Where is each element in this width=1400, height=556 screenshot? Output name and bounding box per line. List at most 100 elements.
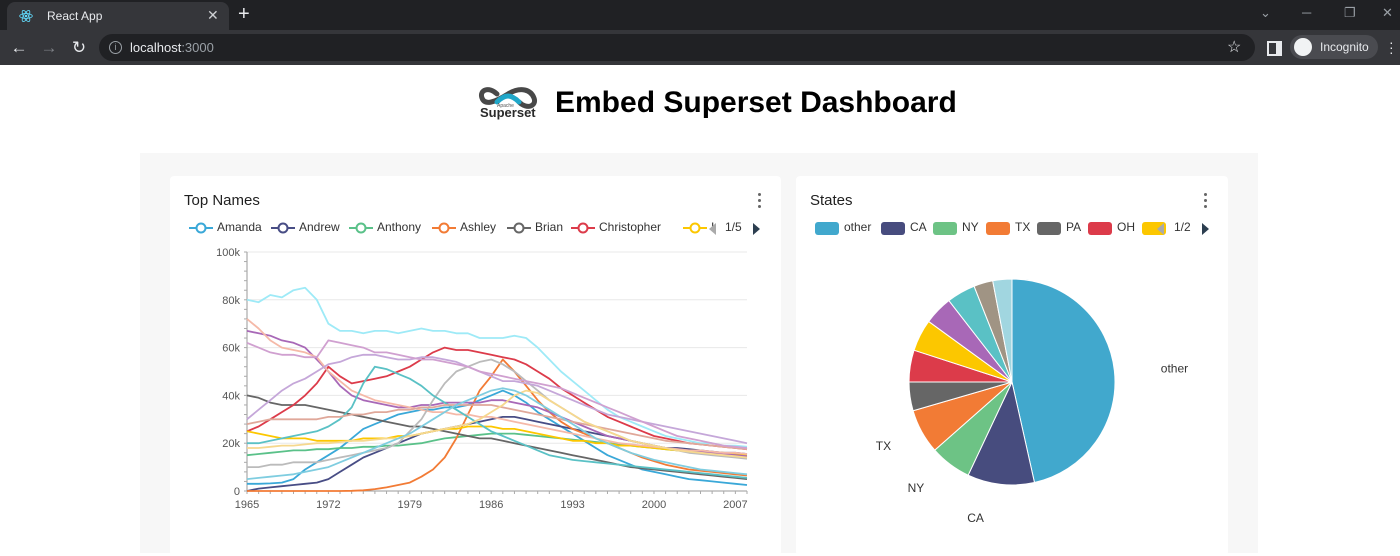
x-tick-label: 1993	[560, 499, 584, 511]
pie-slice[interactable]	[1011, 278, 1116, 484]
new-tab-icon[interactable]: +	[238, 3, 250, 25]
address-bar[interactable]: i localhost:3000 ☆	[99, 34, 1255, 61]
browser-tabstrip: React App ✕ + ⌄ ─ ❐ ✕	[0, 0, 1400, 30]
legend-label: Christopher	[599, 220, 662, 234]
legend-label: NY	[962, 220, 979, 234]
line-chart: 0 20k 40k 60k 80k 100k 1965 1972 1979 1986 1993 200…	[216, 247, 748, 511]
superset-logo: Apache	[479, 87, 537, 109]
legend-prev-icon[interactable]	[1157, 223, 1164, 235]
reload-icon[interactable]: ↻	[71, 38, 87, 57]
pie-slice[interactable]	[992, 278, 1013, 383]
legend-marker	[271, 222, 295, 234]
legend-label: PA	[1066, 220, 1082, 234]
incognito-label: Incognito	[1320, 40, 1369, 54]
legend-label: TX	[1015, 220, 1031, 234]
page-title: Embed Superset Dashboard	[555, 86, 957, 119]
chart-legend: Amanda Andrew Anthony Ashley Brian Christophe…	[189, 220, 714, 238]
react-icon	[19, 9, 33, 23]
legend-label: Amanda	[217, 220, 262, 234]
legend-marker	[189, 222, 213, 234]
legend-pager: 1/5	[725, 220, 742, 234]
legend-marker	[881, 222, 905, 235]
series-line[interactable]	[246, 286, 748, 448]
pie-slice[interactable]	[967, 380, 1036, 486]
pie-chart: other CA NY TX	[876, 278, 1188, 525]
series-line[interactable]	[246, 353, 748, 445]
window-close-icon[interactable]: ✕	[1382, 5, 1393, 20]
pie-label: other	[1161, 361, 1188, 375]
series-line[interactable]	[246, 404, 748, 451]
legend-marker	[815, 222, 839, 235]
bookmark-star-icon[interactable]: ☆	[1227, 39, 1242, 56]
legend-pager: 1/2	[1174, 220, 1191, 234]
series-line[interactable]	[246, 394, 748, 480]
legend-label: Brian	[535, 220, 564, 234]
chart-legend: other CA NY TX PA OH	[815, 220, 1166, 238]
incognito-icon	[1294, 38, 1312, 56]
legend-marker	[1037, 222, 1061, 235]
legend-label: Andrew	[299, 220, 340, 234]
browser-menu-icon[interactable]: · · ·	[1389, 34, 1394, 60]
x-tick-label: 2000	[642, 499, 666, 511]
pie-label: NY	[908, 481, 925, 495]
info-icon[interactable]: i	[109, 41, 122, 54]
legend-marker	[507, 222, 531, 234]
card-menu-icon[interactable]	[1204, 193, 1208, 211]
card-title: Top Names	[184, 192, 260, 209]
pie-label: TX	[876, 439, 891, 453]
legend-label: OH	[1117, 220, 1135, 234]
x-tick-label: 1972	[316, 499, 340, 511]
states-card: States other CA NY TX PA OH 1/2 other CA NY TX	[796, 176, 1228, 556]
y-tick-label: 80k	[222, 295, 240, 307]
legend-label: Anthony	[377, 220, 422, 234]
incognito-badge[interactable]: Incognito	[1290, 35, 1378, 59]
series-line[interactable]	[247, 365, 748, 479]
series-line[interactable]	[246, 387, 748, 480]
legend-marker	[986, 222, 1010, 235]
x-tick-label: 1979	[398, 499, 422, 511]
series-line[interactable]	[246, 339, 748, 449]
legend-marker	[349, 222, 373, 234]
x-tick-label: 1965	[235, 499, 259, 511]
close-tab-icon[interactable]: ✕	[207, 7, 219, 23]
logo-text: Superset	[480, 105, 536, 120]
y-tick-label: 20k	[222, 438, 240, 450]
y-tick-label: 40k	[222, 390, 240, 402]
legend-marker	[571, 222, 595, 234]
legend-label: other	[844, 220, 872, 234]
browser-tab[interactable]: React App ✕	[7, 2, 229, 30]
legend-next-icon[interactable]	[753, 223, 760, 235]
y-tick-label: 0	[234, 486, 240, 498]
legend-marker	[432, 222, 456, 234]
url-text: localhost:3000	[130, 40, 214, 55]
x-tick-label: 2007	[723, 499, 747, 511]
legend-prev-icon[interactable]	[709, 223, 716, 235]
series-line[interactable]	[246, 425, 748, 457]
card-title: States	[810, 192, 853, 209]
x-tick-label: 1986	[479, 499, 503, 511]
legend-label: CA	[910, 220, 927, 234]
tab-title: React App	[47, 9, 103, 23]
y-tick-label: 60k	[222, 343, 240, 355]
y-tick-label: 100k	[216, 247, 240, 259]
tab-search-icon[interactable]: ⌄	[1260, 5, 1271, 20]
logo-sub-text: Apache	[497, 103, 514, 109]
browser-toolbar: ← → ↻ i localhost:3000 ☆	[0, 30, 1400, 65]
side-panel-icon[interactable]	[1267, 41, 1282, 56]
back-icon[interactable]: ←	[10, 38, 28, 57]
legend-next-icon[interactable]	[1202, 223, 1209, 235]
series-line[interactable]	[247, 358, 748, 492]
legend-marker	[933, 222, 957, 235]
series-line[interactable]	[247, 389, 748, 459]
forward-icon[interactable]: →	[40, 38, 58, 57]
legend-label: Ashley	[460, 220, 497, 234]
restore-icon[interactable]: ❐	[1344, 5, 1356, 20]
pie-label: CA	[967, 511, 984, 525]
series-line[interactable]	[247, 389, 748, 486]
series-line[interactable]	[246, 346, 748, 451]
legend-marker	[683, 222, 707, 234]
top-names-card: Top Names Amanda Andrew Anthony Ashley Brian…	[170, 176, 781, 556]
legend-marker	[1088, 222, 1112, 235]
minimize-icon[interactable]: ─	[1302, 5, 1312, 20]
card-menu-icon[interactable]	[758, 193, 762, 211]
